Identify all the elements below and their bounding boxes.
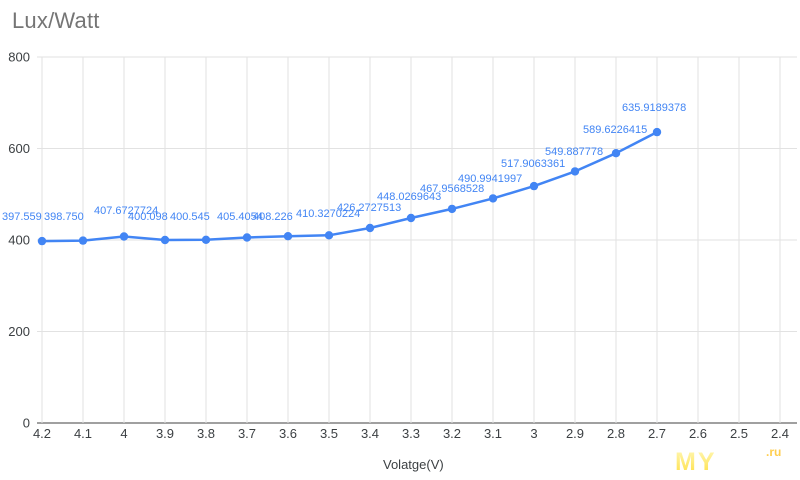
x-tick-label: 3.2 — [443, 426, 461, 441]
data-point — [283, 232, 293, 241]
y-tick-label: 600 — [8, 141, 30, 156]
x-tick-label: 2.8 — [607, 426, 625, 441]
watermark-ru-text: .ru — [766, 445, 782, 459]
x-tick-label: 3.3 — [402, 426, 420, 441]
x-tick-label: 2.4 — [771, 426, 789, 441]
data-point — [37, 236, 47, 246]
chart-title: Lux/Watt — [12, 8, 100, 33]
x-tick-label: 3.6 — [279, 426, 297, 441]
data-point — [119, 232, 129, 241]
y-tick-label: 800 — [8, 50, 30, 65]
x-tick-label: 3.5 — [320, 426, 338, 441]
x-tick-label: 3.1 — [484, 426, 502, 441]
data-point — [365, 223, 375, 233]
data-point — [652, 127, 662, 137]
x-tick-label: 3.8 — [197, 426, 215, 441]
watermark-my-text: MY — [675, 448, 717, 476]
x-tick-label: 4 — [120, 426, 127, 441]
y-tick-label: 0 — [23, 416, 30, 431]
x-tick-label: 2.9 — [566, 426, 584, 441]
x-tick-label: 4.2 — [33, 426, 51, 441]
x-tick-label: 3.7 — [238, 426, 256, 441]
y-tick-label: 200 — [8, 324, 30, 339]
x-tick-label: 2.6 — [689, 426, 707, 441]
x-axis-title: Volatge(V) — [383, 457, 444, 472]
x-tick-label: 3.9 — [156, 426, 174, 441]
x-tick-label: 2.5 — [730, 426, 748, 441]
data-point — [529, 181, 539, 191]
data-point — [406, 213, 416, 223]
data-point — [78, 236, 88, 245]
series-line — [40, 130, 659, 243]
data-point — [570, 167, 580, 176]
x-tick-label: 4.1 — [74, 426, 92, 441]
x-tick-label: 3 — [530, 426, 537, 441]
data-point — [201, 235, 211, 244]
x-tick-label: 3.4 — [361, 426, 379, 441]
data-point — [488, 194, 498, 203]
x-tick-label: 2.7 — [648, 426, 666, 441]
data-point — [160, 235, 170, 245]
data-point — [324, 231, 334, 240]
data-point — [611, 149, 621, 158]
data-point — [447, 204, 457, 214]
data-point — [242, 233, 252, 242]
y-tick-label: 400 — [8, 233, 30, 248]
